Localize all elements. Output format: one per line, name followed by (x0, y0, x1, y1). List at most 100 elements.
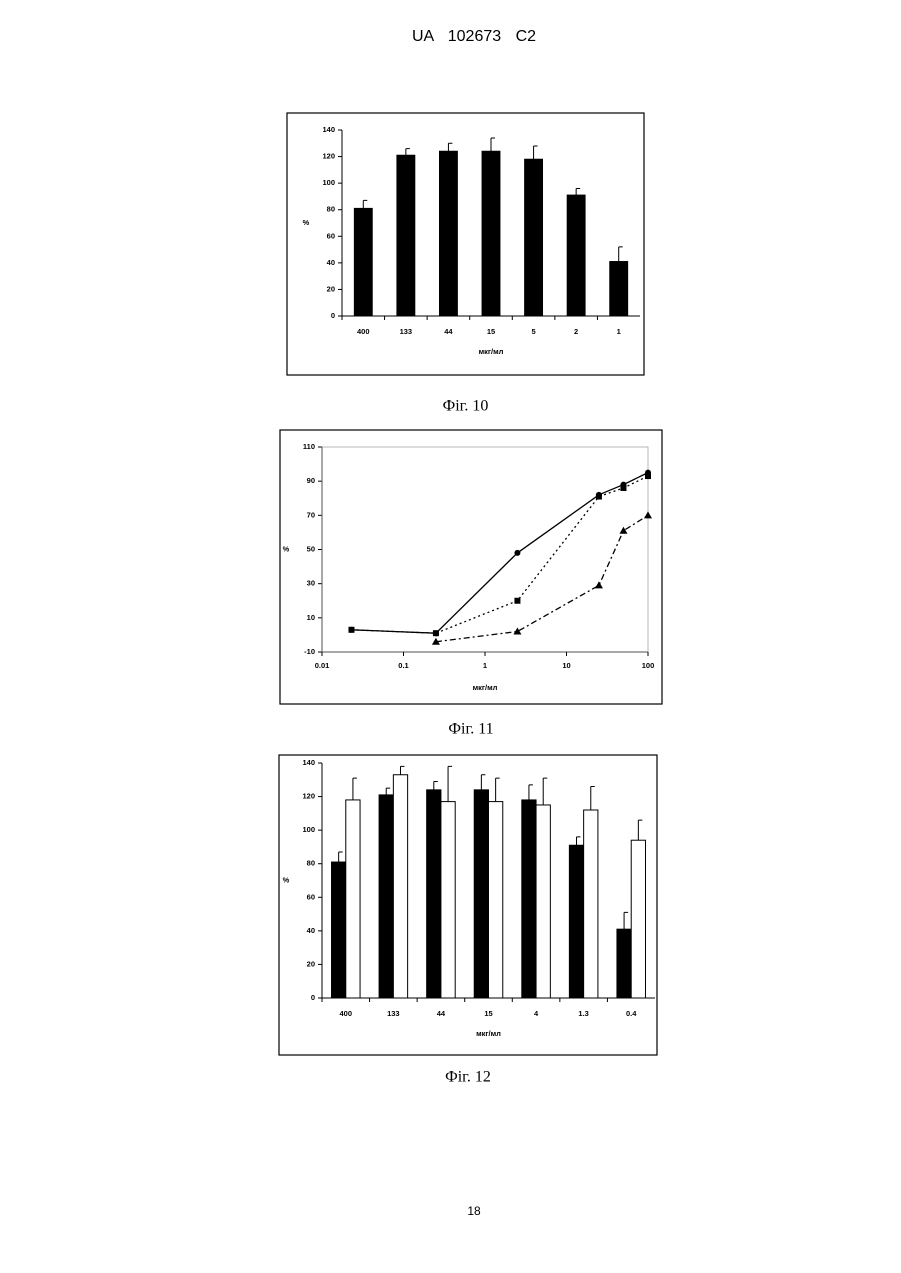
x-tick-label: 400 (357, 327, 370, 336)
bar (536, 805, 550, 998)
y-tick-label: 80 (327, 205, 335, 214)
y-tick-label: 90 (307, 476, 315, 485)
error-bar (576, 188, 580, 195)
error-bar (496, 778, 500, 802)
bar (427, 790, 441, 998)
bar (522, 800, 536, 998)
bar (354, 208, 372, 316)
x-tick-label: 15 (487, 327, 495, 336)
error-bar (543, 778, 547, 805)
error-bar (386, 788, 390, 795)
y-tick-label: 80 (307, 859, 315, 868)
y-tick-label: 50 (307, 544, 315, 553)
y-axis-label: % (303, 218, 310, 227)
bar (482, 151, 500, 316)
bar (610, 262, 628, 316)
marker (348, 627, 354, 633)
y-tick-label: 20 (327, 284, 335, 293)
error-bar (619, 247, 623, 262)
marker (433, 630, 439, 636)
y-tick-label: 0 (331, 311, 335, 320)
x-tick-label: 15 (484, 1009, 492, 1018)
series-line (351, 476, 648, 633)
x-tick-label: 1.3 (578, 1009, 588, 1018)
y-tick-label: -10 (304, 647, 315, 656)
error-bar (363, 200, 367, 208)
marker (645, 473, 651, 479)
marker (619, 527, 627, 534)
bar (569, 845, 583, 998)
bar (441, 802, 455, 998)
y-tick-label: 120 (322, 152, 335, 161)
caption: Фіг. 11 (448, 721, 493, 738)
marker (513, 628, 521, 635)
error-bar (400, 766, 404, 774)
y-tick-label: 100 (322, 178, 335, 187)
x-tick-label: 1 (483, 661, 487, 670)
chart-frame (280, 430, 662, 704)
error-bar (638, 820, 642, 840)
y-tick-label: 30 (307, 579, 315, 588)
x-tick-label: 0.01 (315, 661, 330, 670)
plot-frame (322, 447, 648, 652)
marker (596, 494, 602, 500)
bar (393, 775, 407, 998)
x-tick-label: 44 (437, 1009, 446, 1018)
y-tick-label: 40 (307, 926, 315, 935)
y-tick-label: 20 (307, 959, 315, 968)
error-bar (434, 781, 438, 789)
marker (595, 581, 603, 588)
error-bar (481, 775, 485, 790)
x-tick-label: 0.4 (626, 1009, 637, 1018)
y-tick-label: 100 (302, 825, 315, 834)
x-axis-label: мкг/мл (476, 1029, 501, 1038)
x-tick-label: 133 (400, 327, 413, 336)
error-bar (406, 149, 410, 156)
bar (584, 810, 598, 998)
y-tick-label: 60 (307, 892, 315, 901)
page-number: 18 (467, 1204, 481, 1218)
y-tick-label: 120 (302, 792, 315, 801)
caption: Фіг. 10 (443, 398, 489, 415)
series-line (436, 515, 648, 641)
header: UA 102673 C2 (412, 28, 536, 45)
x-axis-label: мкг/мл (479, 347, 504, 356)
error-bar (339, 852, 343, 862)
marker (514, 598, 520, 604)
error-bar (577, 837, 581, 845)
y-axis-label: % (283, 875, 290, 884)
y-tick-label: 70 (307, 510, 315, 519)
y-tick-label: 40 (327, 258, 335, 267)
y-tick-label: 110 (303, 442, 315, 451)
x-tick-label: 100 (642, 661, 655, 670)
x-tick-label: 0.1 (398, 661, 408, 670)
x-tick-label: 5 (531, 327, 535, 336)
error-bar (491, 138, 495, 151)
error-bar (353, 778, 357, 800)
error-bar (448, 766, 452, 801)
bar (474, 790, 488, 998)
chart-frame (287, 113, 644, 375)
x-tick-label: 1 (617, 327, 621, 336)
error-bar (624, 912, 628, 929)
error-bar (591, 787, 595, 811)
y-tick-label: 60 (327, 231, 335, 240)
bar (489, 802, 503, 998)
error-bar (529, 785, 533, 800)
caption: Фіг. 12 (445, 1069, 491, 1086)
bar (379, 795, 393, 998)
error-bar (448, 143, 452, 151)
y-tick-label: 10 (307, 613, 315, 622)
x-tick-label: 44 (444, 327, 453, 336)
marker (620, 485, 626, 491)
bar (397, 155, 415, 316)
bar (332, 862, 346, 998)
y-axis-label: % (283, 544, 290, 553)
x-tick-label: 10 (562, 661, 570, 670)
bar (439, 151, 457, 316)
x-tick-label: 400 (340, 1009, 353, 1018)
bar (567, 195, 585, 316)
y-tick-label: 140 (302, 758, 315, 767)
marker (514, 550, 520, 556)
x-tick-label: 2 (574, 327, 578, 336)
